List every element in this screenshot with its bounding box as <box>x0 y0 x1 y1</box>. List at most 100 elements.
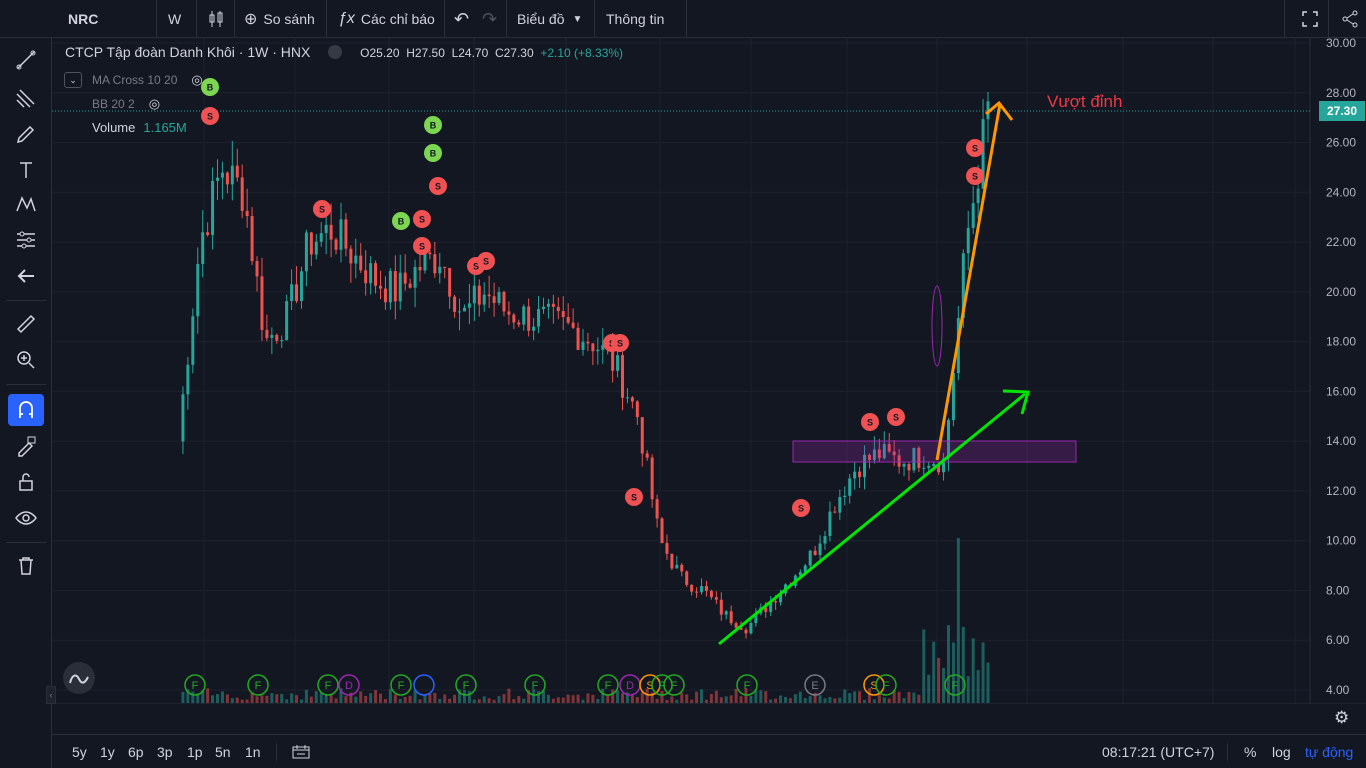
candle-body <box>245 210 249 217</box>
candle-body <box>561 311 565 317</box>
event-letter: F <box>671 680 678 692</box>
price-tick-label: 18.00 <box>1326 335 1356 349</box>
prediction-icon[interactable] <box>8 224 44 256</box>
candle-body <box>892 451 896 456</box>
clock-time[interactable]: 08:17:21 (UTC+7) <box>1102 744 1215 760</box>
range-5y[interactable]: 5y <box>72 744 87 760</box>
range-1n[interactable]: 1n <box>245 744 261 760</box>
volume-bar <box>349 692 353 703</box>
ruler-icon[interactable] <box>8 308 44 340</box>
candle-body <box>250 216 254 262</box>
sell-signal-icon <box>413 210 431 228</box>
hidden-eye-icon[interactable]: ◎ <box>148 96 161 111</box>
back-arrow-icon[interactable] <box>8 260 44 292</box>
minus-icon[interactable] <box>328 45 343 59</box>
unlock-icon[interactable] <box>8 466 44 498</box>
volume-bar <box>201 690 205 703</box>
volume-bar <box>621 693 625 703</box>
settings-gear-icon[interactable]: ⚙ <box>1334 708 1350 727</box>
volume-bar <box>764 691 768 703</box>
candle-style-button[interactable] <box>198 0 234 38</box>
range-3p[interactable]: 3p <box>157 744 173 760</box>
chart-layout-button[interactable]: Biểu đồ ▼ <box>517 11 583 27</box>
price-chart[interactable]: 30.00 28.00 26.00 24.00 22.00 20.00 18.00 16.00… <box>52 38 1366 704</box>
candle-body <box>290 284 294 302</box>
interval-button[interactable]: W <box>168 11 182 27</box>
undo-button[interactable]: ↶ <box>454 8 470 29</box>
candle-body <box>907 463 911 471</box>
share-button[interactable] <box>1332 0 1366 38</box>
volume-bar <box>537 691 541 703</box>
candle-body <box>453 296 457 312</box>
date-range-icon[interactable] <box>292 735 310 768</box>
volume-bar <box>265 695 269 703</box>
candle-body <box>961 253 965 319</box>
volume-bar <box>280 693 284 703</box>
lock-drawing-icon[interactable] <box>8 430 44 462</box>
candle-body <box>186 364 190 395</box>
magnet-icon[interactable] <box>8 394 44 426</box>
event-letter: F <box>192 680 199 692</box>
candle-body <box>640 417 644 454</box>
candle-body <box>971 203 975 228</box>
volume-bar <box>487 698 491 703</box>
candle-body <box>304 232 308 272</box>
candle-icon <box>209 11 223 27</box>
candle-body <box>507 311 511 315</box>
collapse-icon[interactable]: ⌄ <box>64 72 82 88</box>
indicators-button[interactable]: ƒx Các chỉ báo <box>338 10 435 27</box>
volume-bar <box>882 697 886 703</box>
close-value: C27.30 <box>494 46 534 60</box>
fullscreen-button[interactable] <box>1292 0 1328 38</box>
auto-scale-toggle[interactable]: tự động <box>1305 744 1354 760</box>
tradingview-logo-icon[interactable] <box>63 662 95 694</box>
candle-body <box>260 276 264 330</box>
symbol-search-button[interactable]: NRC <box>68 11 99 27</box>
range-6p[interactable]: 6p <box>128 744 144 760</box>
candle-body <box>369 263 373 284</box>
collapse-toolbar-button[interactable]: ‹ <box>46 686 56 704</box>
candle-body <box>670 553 674 569</box>
volume-bar <box>339 688 343 703</box>
event-letter: F <box>605 680 612 692</box>
candle-body <box>867 454 871 461</box>
info-button[interactable]: Thông tin <box>606 11 665 27</box>
price-tick-label: 26.00 <box>1326 136 1356 150</box>
range-1p[interactable]: 1p <box>187 744 203 760</box>
volume-bar <box>798 691 802 703</box>
trash-icon[interactable] <box>8 550 44 582</box>
candle-body <box>966 227 970 254</box>
candle-body <box>616 355 620 371</box>
indicator-ma-cross[interactable]: ⌄ MA Cross 10 20 ◎ <box>64 72 203 88</box>
compare-button[interactable]: ⊕ So sánh <box>244 11 315 28</box>
candle-body <box>438 266 442 274</box>
brush-icon[interactable] <box>8 118 44 150</box>
candle-body <box>660 518 664 544</box>
candle-body <box>764 607 768 612</box>
candle-body <box>324 224 328 234</box>
volume-bar <box>319 692 323 703</box>
range-5n[interactable]: 5n <box>215 744 231 760</box>
text-tool-icon[interactable] <box>8 154 44 186</box>
candle-body <box>181 394 185 442</box>
trend-line-icon[interactable] <box>8 44 44 76</box>
signal-letter: S <box>867 418 873 428</box>
symbol-title[interactable]: CTCP Tập đoàn Danh Khôi · 1W · HNX <box>65 44 311 60</box>
candle-body <box>882 444 886 459</box>
fib-tool-icon[interactable] <box>8 82 44 114</box>
percent-toggle[interactable]: % <box>1244 744 1257 760</box>
candle-body <box>581 341 585 350</box>
log-toggle[interactable]: log <box>1272 744 1291 760</box>
hidden-eye-icon[interactable]: ◎ <box>191 72 203 87</box>
event-letter: F <box>744 680 751 692</box>
candle-body <box>423 252 427 271</box>
indicator-volume[interactable]: Volume 1.165M <box>92 120 187 135</box>
pattern-icon[interactable] <box>8 188 44 220</box>
eye-icon[interactable] <box>8 502 44 534</box>
redo-button[interactable]: ↷ <box>482 8 498 29</box>
zoom-icon[interactable] <box>8 344 44 376</box>
volume-bar <box>700 689 704 703</box>
volume-bar <box>779 695 783 703</box>
range-1y[interactable]: 1y <box>100 744 115 760</box>
indicator-bb[interactable]: BB 20 2 ◎ <box>92 96 161 111</box>
